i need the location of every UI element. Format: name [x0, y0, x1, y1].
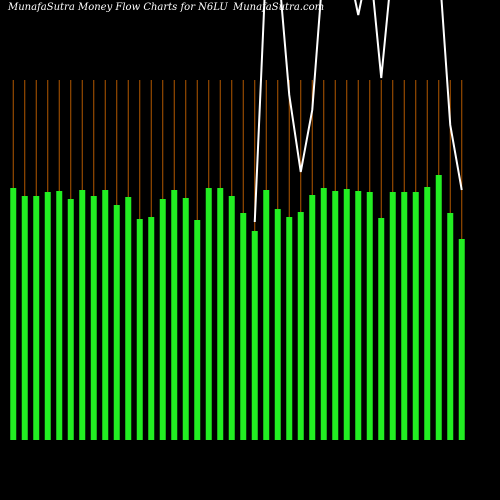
bar: [44, 192, 51, 440]
chart-subtitle: MunafaSutra.com: [232, 2, 324, 13]
bar: [309, 195, 316, 440]
bar: [424, 187, 431, 440]
bar: [297, 212, 304, 440]
bar: [251, 231, 258, 440]
bar: [125, 197, 132, 440]
bar: [263, 190, 270, 440]
bar: [79, 190, 86, 440]
bar: [343, 189, 350, 440]
bar: [67, 199, 74, 440]
bar: [159, 199, 166, 440]
bar: [171, 190, 178, 440]
bar: [355, 191, 362, 440]
bar: [102, 190, 109, 440]
bar: [182, 198, 189, 440]
bar: [412, 192, 419, 440]
bar: [435, 175, 442, 440]
bar: [21, 196, 28, 440]
bar: [332, 191, 339, 440]
bar: [320, 188, 327, 440]
bar: [217, 188, 224, 440]
bar: [378, 218, 385, 440]
bar: [148, 217, 155, 440]
bar: [56, 191, 63, 440]
bar: [366, 192, 373, 440]
chart-title: MunafaSutra Money Flow Charts for N6LU: [7, 2, 228, 13]
bar: [447, 213, 454, 440]
bar: [240, 213, 247, 440]
money-flow-line: [253, 0, 463, 223]
bar: [389, 192, 396, 440]
bar: [10, 188, 17, 440]
bar: [274, 209, 281, 440]
bar: [194, 220, 201, 440]
bar: [136, 219, 143, 440]
bar: [228, 196, 235, 440]
bar: [286, 217, 293, 440]
bar: [33, 196, 40, 440]
bar: [113, 205, 120, 440]
bar: [458, 239, 465, 440]
bar: [90, 196, 97, 440]
bar: [205, 188, 212, 440]
bar: [401, 192, 408, 440]
